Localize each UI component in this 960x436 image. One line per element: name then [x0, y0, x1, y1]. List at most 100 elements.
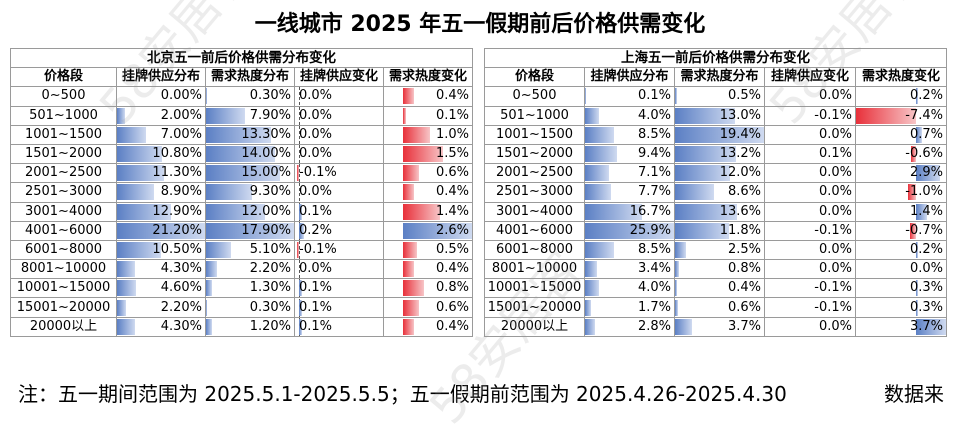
supply-share-cell: 1.7% — [585, 298, 675, 317]
supply-share-value: 4.30% — [117, 260, 205, 278]
demand-share-cell: 17.90% — [206, 221, 295, 240]
demand-change-value: 0.4% — [384, 183, 472, 201]
supply-change-cell: 0.0% — [295, 144, 384, 163]
price-range-cell: 1001~1500 — [485, 125, 585, 144]
supply-share-value: 11.30% — [117, 164, 205, 182]
demand-change-value: 1.0% — [384, 126, 472, 144]
demand-share-cell: 9.30% — [206, 183, 295, 202]
demand-share-value: 19.4% — [675, 126, 764, 144]
supply-share-value: 8.5% — [585, 241, 674, 259]
demand-change-cell: 3.7% — [856, 317, 947, 336]
supply-change-cell: -0.1% — [765, 221, 856, 240]
demand-change-value: 0.8% — [384, 279, 472, 297]
demand-change-value: 0.3% — [856, 299, 946, 317]
demand-change-value: 0.1% — [384, 107, 472, 125]
price-range-cell: 8001~10000 — [11, 260, 117, 279]
supply-change-cell: 0.1% — [765, 144, 856, 163]
supply-change-value: 0.0% — [765, 126, 855, 144]
beijing-table-caption: 北京五一前后价格供需分布变化 — [11, 49, 473, 68]
supply-change-cell: 0.0% — [295, 183, 384, 202]
supply-change-value: -0.1% — [765, 279, 855, 297]
supply-change-cell: 0.0% — [765, 260, 856, 279]
supply-share-value: 0.1% — [585, 87, 674, 105]
supply-change-value: 0.0% — [765, 183, 855, 201]
price-range-cell: 20000以上 — [11, 317, 117, 336]
demand-change-cell: 0.4% — [384, 183, 473, 202]
supply-share-value: 8.90% — [117, 183, 205, 201]
demand-change-value: 0.4% — [384, 260, 472, 278]
supply-share-value: 12.90% — [117, 203, 205, 221]
demand-share-cell: 13.30% — [206, 125, 295, 144]
demand-share-value: 17.90% — [206, 222, 294, 240]
supply-change-value: 0.0% — [295, 260, 383, 278]
demand-change-value: 2.6% — [384, 222, 472, 240]
demand-share-value: 7.90% — [206, 107, 294, 125]
supply-share-value: 1.7% — [585, 299, 674, 317]
demand-change-value: 1.4% — [856, 203, 946, 221]
demand-change-cell: -0.7% — [856, 221, 947, 240]
demand-change-value: -0.7% — [856, 222, 946, 240]
demand-change-cell: 0.2% — [856, 87, 947, 106]
supply-share-cell: 7.7% — [585, 183, 675, 202]
supply-share-value: 9.4% — [585, 145, 674, 163]
supply-change-cell: 0.0% — [765, 202, 856, 221]
demand-change-cell: -7.4% — [856, 106, 947, 125]
demand-change-value: -1.0% — [856, 183, 946, 201]
supply-change-value: -0.1% — [295, 241, 383, 259]
supply-share-cell: 3.4% — [585, 260, 675, 279]
supply-change-value: 0.0% — [765, 203, 855, 221]
demand-change-value: 2.9% — [856, 164, 946, 182]
demand-change-cell: 0.5% — [384, 240, 473, 259]
demand-change-value: 1.5% — [384, 145, 472, 163]
demand-share-value: 1.20% — [206, 318, 294, 336]
demand-share-value: 8.6% — [675, 183, 764, 201]
demand-share-cell: 19.4% — [675, 125, 765, 144]
demand-share-cell: 3.7% — [675, 317, 765, 336]
supply-change-cell: -0.1% — [295, 240, 384, 259]
price-range-cell: 3001~4000 — [11, 202, 117, 221]
supply-change-cell: 0.0% — [765, 164, 856, 183]
demand-change-cell: 0.1% — [384, 106, 473, 125]
price-range-cell: 6001~8000 — [11, 240, 117, 259]
demand-share-cell: 0.4% — [675, 279, 765, 298]
price-range-cell: 10001~15000 — [11, 279, 117, 298]
supply-change-cell: 0.0% — [295, 87, 384, 106]
supply-change-value: 0.0% — [295, 87, 383, 105]
demand-share-cell: 13.2% — [675, 144, 765, 163]
demand-share-cell: 7.90% — [206, 106, 295, 125]
demand-share-cell: 14.00% — [206, 144, 295, 163]
demand-share-cell: 15.00% — [206, 164, 295, 183]
demand-change-value: -0.6% — [856, 145, 946, 163]
supply-change-cell: 0.1% — [295, 317, 384, 336]
demand-share-value: 13.30% — [206, 126, 294, 144]
supply-share-value: 3.4% — [585, 260, 674, 278]
col-header-supply: 挂牌供应分布 — [585, 68, 675, 87]
supply-change-value: 0.0% — [295, 145, 383, 163]
supply-share-cell: 4.60% — [117, 279, 206, 298]
supply-change-cell: 0.1% — [295, 202, 384, 221]
supply-share-cell: 4.0% — [585, 279, 675, 298]
demand-change-cell: 0.0% — [856, 260, 947, 279]
col-header-range: 价格段 — [485, 68, 585, 87]
supply-change-value: 0.0% — [765, 260, 855, 278]
supply-share-cell: 25.9% — [585, 221, 675, 240]
demand-share-cell: 2.5% — [675, 240, 765, 259]
demand-change-cell: -1.0% — [856, 183, 947, 202]
col-header-demand-change: 需求热度变化 — [856, 68, 947, 87]
demand-share-cell: 0.6% — [675, 298, 765, 317]
supply-change-value: 0.0% — [765, 318, 855, 336]
demand-share-cell: 8.6% — [675, 183, 765, 202]
demand-share-value: 15.00% — [206, 164, 294, 182]
price-range-cell: 2001~2500 — [11, 164, 117, 183]
price-range-cell: 501~1000 — [485, 106, 585, 125]
demand-share-value: 13.6% — [675, 203, 764, 221]
supply-share-value: 4.60% — [117, 279, 205, 297]
